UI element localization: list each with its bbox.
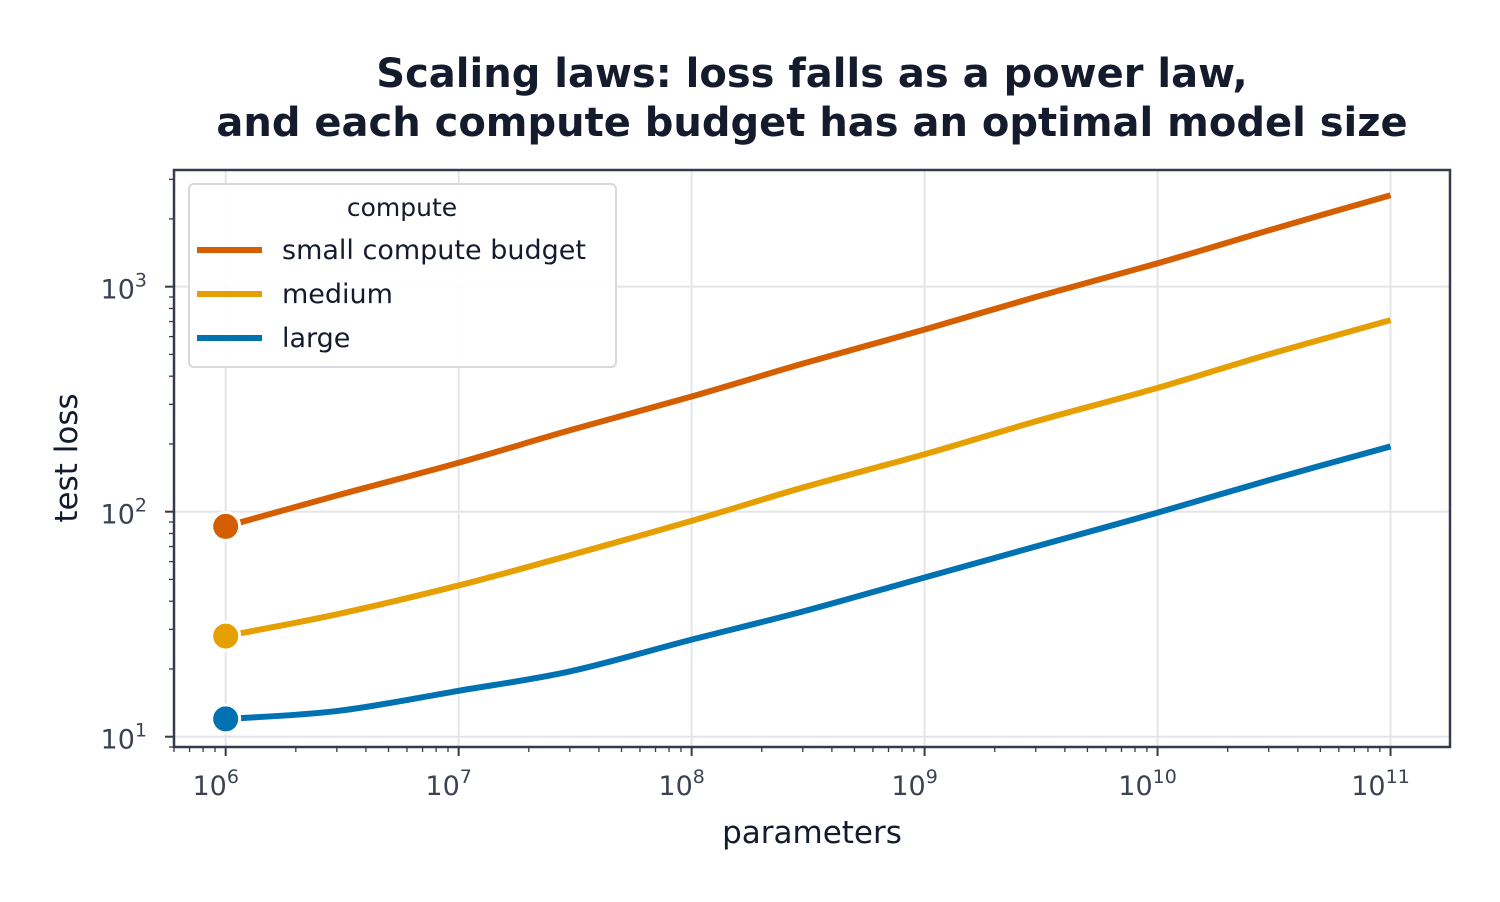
x-tick-base: 10: [891, 771, 925, 802]
chart-title-line2: and each compute budget has an optimal m…: [216, 100, 1407, 146]
x-tick-base: 10: [1351, 771, 1385, 802]
x-tick-base: 10: [658, 771, 692, 802]
x-tick-label: 1011: [1351, 766, 1410, 802]
y-tick-exponent: 2: [135, 495, 147, 517]
optimal-point-marker: [210, 620, 242, 652]
x-tick-base: 10: [192, 771, 226, 802]
y-tick-base: 10: [101, 725, 135, 756]
optimal-point-marker: [210, 703, 242, 735]
x-tick-exponent: 9: [926, 766, 938, 788]
x-tick-exponent: 7: [460, 766, 472, 788]
x-tick-exponent: 11: [1386, 766, 1410, 788]
x-tick-label: 108: [658, 766, 704, 802]
x-tick-label: 106: [192, 766, 238, 802]
legend-items: small compute budget medium large: [197, 235, 586, 354]
x-tick-exponent: 8: [693, 766, 705, 788]
y-tick-exponent: 1: [135, 720, 147, 742]
x-tick-label: 107: [425, 766, 471, 802]
optimal-points: [210, 510, 242, 735]
x-tick-label: 109: [891, 766, 937, 802]
y-tick-label: 101: [101, 720, 147, 756]
y-tick-exponent: 3: [135, 270, 147, 292]
y-tick-label: 102: [101, 495, 147, 531]
plot-frame: [172, 168, 1452, 749]
x-tick-exponent: 6: [227, 766, 239, 788]
legend-label: medium: [282, 279, 393, 310]
x-tick-base: 10: [425, 771, 459, 802]
legend-label: small compute budget: [282, 235, 586, 266]
legend-label: large: [282, 323, 350, 354]
optimal-point-marker: [210, 510, 242, 542]
series-line: [225, 443, 1392, 722]
legend: compute small compute budget medium large: [188, 183, 617, 368]
x-tick-exponent: 10: [1153, 766, 1177, 788]
y-tick-base: 10: [101, 275, 135, 306]
x-tick-label: 1010: [1118, 766, 1177, 802]
series-line: [225, 317, 1392, 640]
y-tick-label: 103: [101, 270, 147, 306]
legend-title: compute: [347, 193, 457, 222]
y-tick-base: 10: [101, 500, 135, 531]
series-line: [224, 192, 1392, 530]
legend-box: [188, 183, 617, 368]
y-axis-label: test loss: [49, 393, 85, 522]
x-axis-label: parameters: [722, 815, 902, 851]
series-lines: [224, 192, 1392, 722]
chart-title: Scaling laws: loss falls as a power law,: [376, 51, 1247, 97]
x-tick-base: 10: [1118, 771, 1152, 802]
x-axis-ticks: 106 107 108 109 1010 1011: [192, 747, 1410, 802]
